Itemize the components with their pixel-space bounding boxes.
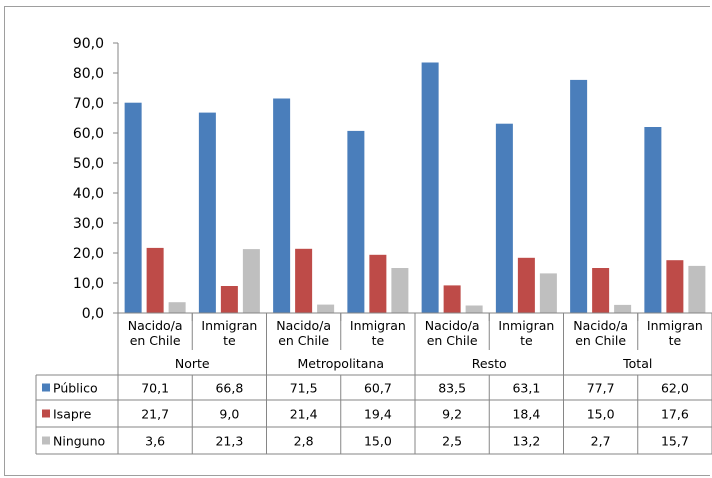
data-label: 15,0	[587, 407, 615, 422]
x-category-label: te	[223, 333, 236, 348]
y-tick-label: 20,0	[73, 246, 104, 262]
bar-público	[347, 130, 365, 313]
data-label: 66,8	[215, 381, 243, 396]
data-label: 15,7	[661, 434, 689, 449]
bar-ninguno	[391, 268, 409, 313]
x-category-label: en Chile	[427, 333, 478, 348]
x-category-label: Nacido/a	[276, 318, 331, 333]
bar-público	[570, 79, 588, 314]
data-label: 17,6	[661, 407, 689, 422]
bar-ninguno	[168, 302, 186, 313]
x-category-label: te	[372, 333, 385, 348]
x-category-label: Nacido/a	[128, 318, 183, 333]
y-tick-label: 80,0	[73, 66, 104, 82]
bar-isapre	[146, 247, 164, 313]
y-tick-label: 30,0	[73, 216, 104, 232]
data-label: 15,0	[364, 434, 392, 449]
data-label: 3,6	[145, 434, 165, 449]
legend-label: Ninguno	[53, 434, 105, 449]
bar-público	[124, 102, 142, 313]
data-label: 18,4	[512, 407, 540, 422]
data-label: 63,1	[512, 381, 540, 396]
bar-isapre	[220, 286, 238, 313]
bar-público	[644, 127, 662, 313]
data-label: 70,1	[141, 381, 169, 396]
legend-label: Isapre	[53, 407, 92, 422]
data-label: 19,4	[364, 407, 392, 422]
x-group-label: Resto	[472, 356, 507, 371]
y-tick-label: 90,0	[73, 36, 104, 52]
bar-isapre	[369, 254, 387, 313]
bar-público	[273, 98, 291, 313]
x-category-label: Nacido/a	[425, 318, 480, 333]
bar-ninguno	[539, 273, 557, 313]
x-group-label: Total	[622, 356, 652, 371]
bar-ninguno	[688, 265, 706, 313]
bar-público	[198, 112, 216, 313]
bar-público	[495, 123, 513, 313]
data-label: 60,7	[364, 381, 392, 396]
x-category-label: Inmigran	[350, 318, 406, 333]
legend-key-ninguno	[42, 436, 50, 445]
bar-ninguno	[465, 305, 483, 313]
x-category-label: te	[669, 333, 682, 348]
data-label: 62,0	[661, 381, 689, 396]
data-label: 21,7	[141, 407, 169, 422]
x-group-label: Norte	[175, 356, 210, 371]
x-category-label: en Chile	[130, 333, 181, 348]
y-tick-label: 40,0	[73, 186, 104, 202]
chart-frame	[4, 6, 710, 476]
bar-isapre	[443, 285, 461, 313]
bar-isapre	[517, 257, 535, 313]
x-category-label: Inmigran	[647, 318, 703, 333]
bar-isapre	[295, 248, 313, 313]
x-category-label: te	[520, 333, 533, 348]
bar-ninguno	[614, 304, 632, 313]
bar-isapre	[666, 260, 684, 313]
legend-label: Público	[53, 381, 98, 396]
x-category-label: Inmigran	[498, 318, 554, 333]
data-label: 71,5	[290, 381, 318, 396]
x-category-label: Nacido/a	[573, 318, 628, 333]
data-label: 2,8	[294, 434, 314, 449]
legend-key-público	[42, 383, 50, 392]
y-tick-label: 50,0	[73, 156, 104, 172]
x-category-label: Inmigran	[201, 318, 257, 333]
y-tick-label: 60,0	[73, 126, 104, 142]
x-group-label: Metropolitana	[297, 356, 384, 371]
legend-key-isapre	[42, 409, 50, 418]
bar-ninguno	[317, 304, 335, 313]
data-label: 9,2	[442, 407, 462, 422]
bar-isapre	[592, 268, 610, 313]
bar-público	[421, 62, 439, 313]
data-label: 13,2	[512, 434, 540, 449]
data-label: 2,5	[442, 434, 462, 449]
y-tick-label: 70,0	[73, 96, 104, 112]
bar-ninguno	[242, 249, 260, 313]
data-label: 2,7	[591, 434, 611, 449]
data-label: 21,3	[215, 434, 243, 449]
data-label: 9,0	[219, 407, 239, 422]
y-tick-label: 0,0	[82, 306, 104, 322]
x-category-label: en Chile	[575, 333, 626, 348]
x-category-label: en Chile	[278, 333, 329, 348]
y-tick-label: 10,0	[73, 276, 104, 292]
data-label: 77,7	[587, 381, 615, 396]
data-label: 21,4	[290, 407, 318, 422]
data-label: 83,5	[438, 381, 466, 396]
